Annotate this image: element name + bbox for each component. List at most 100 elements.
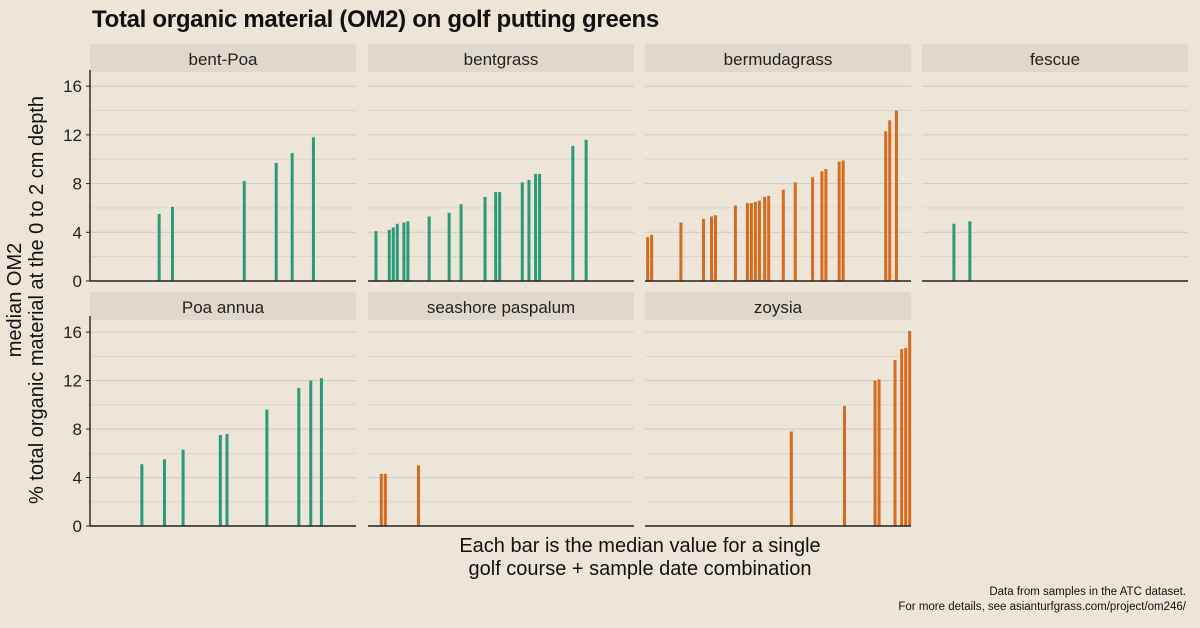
bar-seashore-paspalum-1 (379, 473, 383, 526)
facet-label-bentgrass: bentgrass (464, 50, 539, 69)
bar-zoysia-3 (873, 380, 877, 526)
x-axis-title-line-1: Each bar is the median value for a singl… (459, 535, 821, 557)
facet-label-bent-poa: bent-Poa (189, 50, 259, 69)
facet-strip-seashore-paspalum (368, 292, 634, 320)
bar-zoysia-2 (843, 406, 846, 526)
bar-poa-annua-2 (162, 459, 166, 526)
facet-label-bermudagrass: bermudagrass (724, 50, 833, 69)
facet-strip-bentgrass (368, 44, 634, 72)
bar-bent-poa-4 (274, 162, 278, 281)
bar-bentgrass-12 (498, 192, 502, 281)
facet-label-zoysia: zoysia (754, 298, 803, 317)
bar-bentgrass-4 (395, 223, 399, 281)
bar-bermudagrass-10 (753, 201, 757, 281)
bar-seashore-paspalum-2 (383, 473, 387, 526)
y-tick-label: 4 (73, 469, 82, 488)
bar-bermudagrass-4 (702, 218, 706, 281)
bar-poa-annua-9 (319, 378, 323, 526)
bar-bermudagrass-22 (888, 120, 892, 281)
bar-bermudagrass-9 (749, 203, 753, 281)
bar-bermudagrass-14 (781, 189, 785, 281)
bar-bermudagrass-20 (841, 160, 845, 281)
bar-zoysia-8 (908, 330, 912, 526)
bar-bermudagrass-7 (733, 205, 737, 281)
bar-bentgrass-13 (520, 182, 524, 281)
bar-bentgrass-5 (402, 222, 406, 281)
bar-bentgrass-6 (406, 221, 410, 281)
facet-strip-poa-annua (90, 292, 356, 320)
facet-label-poa-annua: Poa annua (182, 298, 265, 317)
bar-bermudagrass-11 (757, 200, 761, 281)
bar-poa-annua-3 (181, 449, 185, 526)
bar-bentgrass-7 (427, 216, 431, 281)
bar-poa-annua-7 (297, 387, 301, 526)
bar-poa-annua-6 (265, 409, 269, 526)
bar-seashore-paspalum-3 (417, 465, 421, 526)
bar-bentgrass-14 (527, 179, 531, 281)
bar-fescue-2 (968, 221, 972, 281)
facet-label-seashore-paspalum: seashore paspalum (427, 298, 575, 317)
bar-zoysia-1 (789, 431, 793, 526)
bar-bermudagrass-1 (646, 237, 650, 281)
bar-bentgrass-2 (387, 229, 391, 281)
x-axis-title-line-2: golf course + sample date combination (468, 558, 812, 580)
bar-bentgrass-16 (538, 173, 542, 281)
bar-poa-annua-1 (140, 464, 144, 526)
bar-bermudagrass-8 (745, 203, 749, 281)
bar-bermudagrass-19 (837, 161, 841, 281)
bar-zoysia-5 (893, 359, 897, 526)
bar-bermudagrass-3 (679, 222, 683, 281)
bar-bentgrass-17 (571, 145, 575, 281)
facet-label-fescue: fescue (1030, 50, 1080, 69)
caption: Data from samples in the ATC dataset. Fo… (898, 585, 1186, 615)
bar-bermudagrass-6 (713, 215, 717, 281)
bar-bent-poa-1 (157, 214, 161, 281)
bar-bermudagrass-12 (763, 196, 767, 281)
bar-bentgrass-9 (459, 204, 463, 281)
bar-bermudagrass-23 (894, 110, 898, 281)
facet-strip-bermudagrass (645, 44, 911, 72)
y-tick-label: 16 (63, 323, 82, 342)
y-tick-label: 12 (63, 126, 82, 145)
bar-fescue-1 (952, 223, 956, 281)
facet-strip-fescue (922, 44, 1188, 72)
bar-bermudagrass-18 (824, 168, 828, 281)
y-tick-label: 8 (73, 420, 82, 439)
bar-bermudagrass-21 (884, 131, 888, 281)
bar-bentgrass-11 (494, 192, 498, 281)
caption-line-1: Data from samples in the ATC dataset. (989, 586, 1186, 598)
bar-bermudagrass-5 (710, 216, 713, 281)
bar-zoysia-7 (904, 347, 908, 526)
bar-bentgrass-1 (374, 231, 378, 281)
bar-bentgrass-10 (483, 196, 487, 281)
y-tick-label: 8 (73, 175, 82, 194)
bar-bermudagrass-15 (793, 182, 797, 281)
bar-poa-annua-8 (309, 380, 313, 526)
y-tick-label: 16 (63, 77, 82, 96)
y-tick-label: 4 (73, 223, 82, 242)
bar-bermudagrass-2 (650, 234, 654, 281)
bar-bent-poa-5 (290, 153, 294, 281)
y-tick-label: 0 (73, 517, 82, 536)
caption-line-2: For more details, see asianturfgrass.com… (898, 601, 1186, 613)
bar-bentgrass-8 (447, 212, 451, 281)
bar-bent-poa-6 (311, 137, 315, 281)
facet-strip-zoysia (645, 292, 911, 320)
bar-bent-poa-2 (170, 206, 174, 281)
x-axis-title: Each bar is the median value for a singl… (459, 535, 820, 581)
facet-strip-bent-poa (90, 44, 356, 72)
bar-poa-annua-4 (218, 435, 222, 526)
bar-bermudagrass-17 (820, 171, 824, 281)
bar-bentgrass-3 (391, 227, 395, 281)
bar-bentgrass-18 (584, 139, 588, 281)
bar-zoysia-4 (877, 379, 881, 526)
bar-bentgrass-15 (534, 173, 538, 281)
y-tick-label: 12 (63, 372, 82, 391)
y-tick-label: 0 (73, 272, 82, 291)
bar-bermudagrass-13 (767, 195, 771, 281)
bar-poa-annua-5 (225, 433, 229, 526)
chart-title: Total organic material (OM2) on golf put… (92, 6, 659, 33)
bar-bent-poa-3 (242, 181, 246, 281)
bar-bermudagrass-16 (811, 177, 815, 281)
